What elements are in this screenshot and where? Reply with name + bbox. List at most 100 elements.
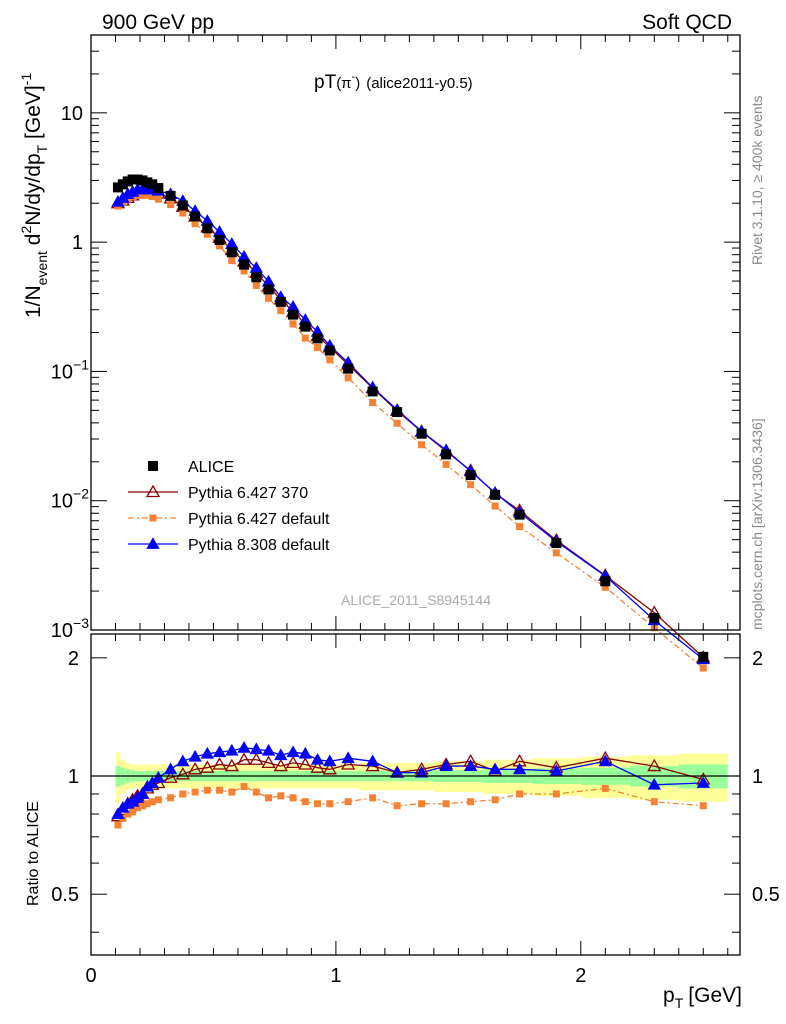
data-point <box>163 770 178 783</box>
data-point <box>598 754 612 767</box>
xlabel-part: T <box>675 995 684 1011</box>
data-point <box>237 740 251 753</box>
data-point <box>251 272 262 283</box>
data-point <box>392 407 403 418</box>
data-point <box>647 758 662 772</box>
y-tick-label: 10−1 <box>51 356 89 383</box>
tick-labels: 0 1 2 10 1 10−1 10−2 10−3 2 2 1 1 0.5 0.5 <box>51 103 780 987</box>
data-point <box>491 796 499 804</box>
data-point <box>390 765 404 778</box>
ratio-y-tick-label: 0.5 <box>752 884 780 906</box>
data-point <box>249 742 264 755</box>
data-point <box>111 807 125 819</box>
data-point <box>341 757 356 770</box>
uncertainty-bands <box>115 752 728 804</box>
data-point <box>149 514 157 522</box>
data-point <box>312 333 323 344</box>
ylabel-part: T <box>34 144 50 153</box>
ylabel-part: -1 <box>18 73 34 86</box>
ylabel-part: event <box>34 251 50 285</box>
data-point <box>285 755 301 769</box>
data-point <box>323 754 337 767</box>
data-point <box>416 428 427 439</box>
data-point <box>467 798 475 806</box>
data-point <box>649 612 660 623</box>
y-tick-label: 10 <box>61 103 83 125</box>
ylabel-part: N/dy/dp <box>22 153 45 225</box>
data-point <box>699 664 707 672</box>
data-point <box>175 767 190 780</box>
data-point <box>228 788 236 796</box>
data-point <box>165 190 176 201</box>
data-point <box>601 583 609 591</box>
data-point <box>298 757 313 770</box>
data-point <box>439 759 453 771</box>
data-point <box>146 537 160 549</box>
data-point <box>191 220 199 228</box>
ratio-panel-frame <box>90 633 741 956</box>
series-lines <box>117 188 704 826</box>
data-point <box>252 281 260 289</box>
data-point <box>488 762 502 775</box>
data-point <box>341 751 355 764</box>
x-tick-label: 0 <box>85 965 96 987</box>
data-point <box>148 798 156 806</box>
y-tick-label: 1 <box>72 232 83 254</box>
data-point <box>393 419 401 427</box>
data-point <box>147 179 158 190</box>
data-point <box>224 758 239 772</box>
data-point <box>298 746 312 759</box>
data-point <box>369 399 377 407</box>
data-point <box>442 800 450 808</box>
data-point <box>124 195 132 203</box>
ylabel-part: d <box>22 234 45 252</box>
data-point <box>163 762 178 775</box>
data-point <box>226 247 237 258</box>
data-point <box>314 344 322 352</box>
data-point <box>129 808 137 816</box>
xlabel-part: p <box>663 984 675 1007</box>
legend-label: ALICE <box>188 459 234 476</box>
data-point <box>148 461 158 471</box>
data-point <box>516 523 524 531</box>
data-point <box>261 743 276 756</box>
data-point <box>601 784 609 792</box>
data-point <box>326 800 334 808</box>
data-point <box>514 509 525 520</box>
data-point <box>135 787 150 799</box>
data-point <box>310 760 325 773</box>
data-point <box>516 790 524 798</box>
data-point <box>240 267 248 275</box>
title-part: (π <box>336 75 351 92</box>
data-point <box>148 193 156 201</box>
data-point <box>418 441 426 449</box>
y-tick-label: 10−2 <box>51 486 89 513</box>
y-axis-label-top: 1/Nevent d2N/dy/dpT [GeV]-1 <box>18 73 50 318</box>
ylabel-part: 1/N <box>22 285 45 318</box>
data-point <box>124 810 132 818</box>
ylabel-part: [GeV] <box>22 85 45 145</box>
series-line-top <box>117 191 704 658</box>
data-point <box>151 770 166 783</box>
ratio-y-tick-label: 1 <box>68 766 79 788</box>
data-point <box>261 755 276 769</box>
data-point <box>491 502 499 510</box>
xlabel-part: [GeV] <box>688 984 742 1007</box>
data-point <box>138 191 146 199</box>
data-point <box>367 386 378 397</box>
data-point <box>225 743 239 756</box>
data-point <box>289 794 297 802</box>
analysis-watermark: ALICE_2011_S8945144 <box>341 592 491 608</box>
legend-label: Pythia 8.308 default <box>188 537 330 554</box>
data-point <box>228 257 236 265</box>
data-point <box>200 760 215 773</box>
data-point <box>414 765 429 778</box>
data-point <box>277 792 285 800</box>
data-point <box>343 363 354 374</box>
data-point <box>263 284 274 295</box>
data-point <box>393 802 401 810</box>
data-point <box>300 321 311 332</box>
data-point <box>650 798 658 806</box>
data-point <box>314 800 322 808</box>
